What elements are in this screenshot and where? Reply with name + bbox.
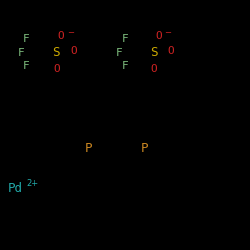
Text: 2+: 2+ xyxy=(26,179,38,188)
Text: F: F xyxy=(23,61,30,71)
Text: O: O xyxy=(53,64,60,74)
Text: S: S xyxy=(150,46,158,59)
Text: O: O xyxy=(168,46,174,56)
Text: O: O xyxy=(58,31,64,41)
Text: S: S xyxy=(52,46,60,59)
Text: O: O xyxy=(70,46,77,56)
Text: O: O xyxy=(156,31,162,41)
Text: F: F xyxy=(122,34,128,44)
Text: −: − xyxy=(67,28,74,38)
Text: F: F xyxy=(18,48,24,58)
Text: F: F xyxy=(116,48,123,58)
Text: −: − xyxy=(164,28,172,38)
Text: O: O xyxy=(150,64,157,74)
Text: P: P xyxy=(85,142,92,155)
Text: F: F xyxy=(122,61,128,71)
Text: Pd: Pd xyxy=(8,182,23,195)
Text: P: P xyxy=(141,142,149,155)
Text: F: F xyxy=(23,34,30,44)
